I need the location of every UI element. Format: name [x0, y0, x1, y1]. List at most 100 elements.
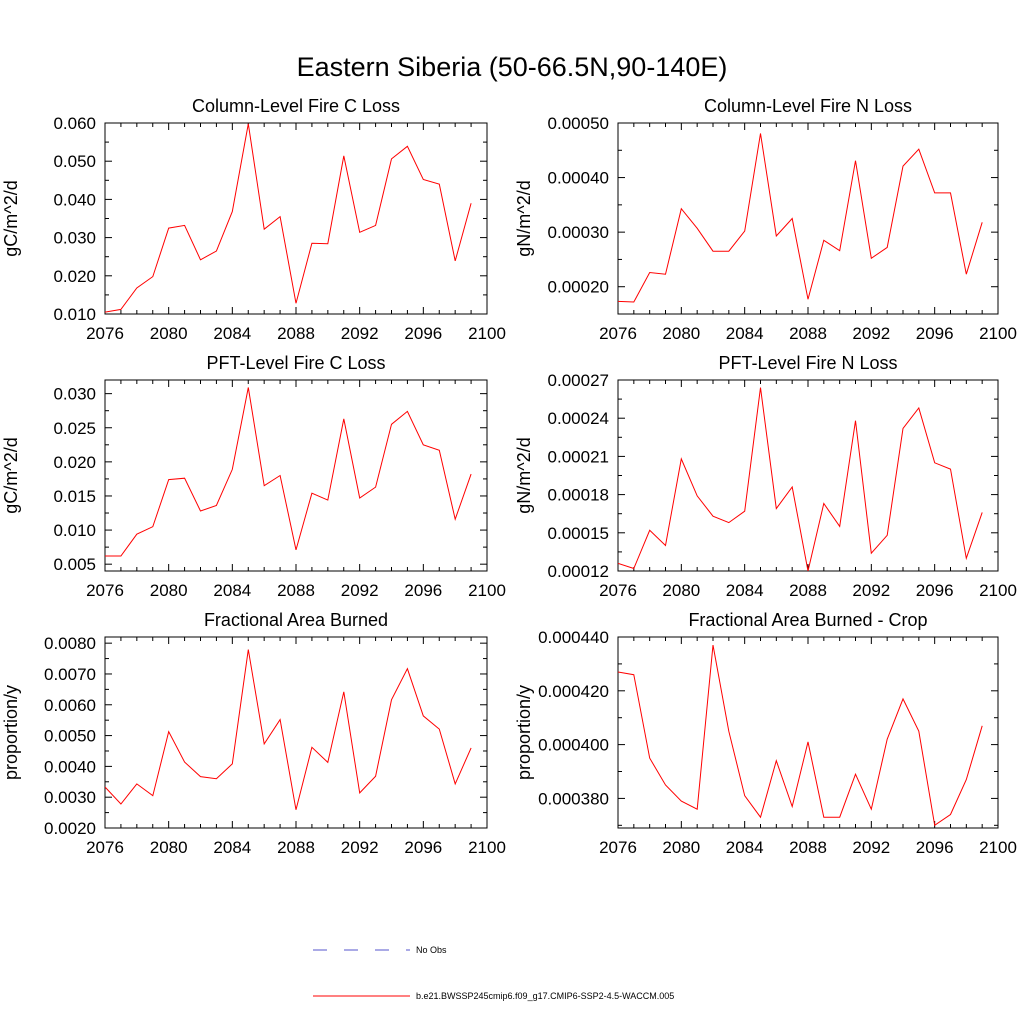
y-tick-label: 0.0050: [44, 727, 96, 746]
legend-item: No Obs: [313, 945, 447, 955]
x-tick-label: 2076: [86, 838, 124, 857]
y-axis-label: gC/m^2/d: [1, 180, 21, 256]
y-tick-label: 0.000400: [538, 736, 609, 755]
y-tick-label: 0.0060: [44, 696, 96, 715]
series-line: [105, 387, 472, 557]
y-tick-label: 0.0070: [44, 665, 96, 684]
x-tick-label: 2084: [213, 838, 251, 857]
x-tick-label: 2088: [789, 838, 827, 857]
x-tick-label: 2076: [599, 838, 637, 857]
y-tick-label: 0.00050: [548, 114, 609, 133]
y-axis-label: gC/m^2/d: [1, 437, 21, 513]
x-tick-label: 2084: [726, 581, 764, 600]
legend-item: b.e21.BWSSP245cmip6.f09_g17.CMIP6-SSP2-4…: [313, 991, 674, 1001]
x-tick-label: 2080: [150, 324, 188, 343]
x-tick-label: 2092: [852, 324, 890, 343]
x-tick-label: 2100: [468, 324, 506, 343]
legend: No Obs b.e21.BWSSP245cmip6.f09_g17.CMIP6-…: [313, 945, 674, 1001]
plot-frame: [617, 636, 999, 829]
chart-panel-1: Column-Level Fire C Loss gC/m^2/d 2076 2080…: [1, 96, 506, 343]
y-tick-label: 0.000420: [538, 682, 609, 701]
y-tick-label: 0.000440: [538, 628, 609, 647]
x-tick-label: 2100: [979, 324, 1017, 343]
y-tick-label: 0.00021: [548, 447, 609, 466]
y-axis-label: proportion/y: [514, 685, 534, 780]
y-tick-label: 0.010: [53, 305, 96, 324]
y-axis-label: gN/m^2/d: [514, 180, 534, 256]
series-line: [618, 387, 983, 571]
legend-label: b.e21.BWSSP245cmip6.f09_g17.CMIP6-SSP2-4…: [416, 991, 674, 1001]
panel-title: Fractional Area Burned - Crop: [688, 610, 927, 630]
plot-frame: [104, 122, 488, 315]
x-tick-label: 2080: [662, 838, 700, 857]
x-tick-label: 2096: [916, 581, 954, 600]
y-tick-label: 0.000380: [538, 789, 609, 808]
plot-frame: [104, 379, 488, 572]
x-tick-label: 2096: [404, 838, 442, 857]
y-tick-label: 0.00020: [548, 278, 609, 297]
chart-panel-4: PFT-Level Fire N Loss gN/m^2/d 2076 2080 208…: [514, 353, 1017, 600]
x-tick-label: 2080: [662, 581, 700, 600]
y-tick-label: 0.010: [53, 521, 96, 540]
x-tick-label: 2096: [404, 324, 442, 343]
y-tick-label: 0.0030: [44, 788, 96, 807]
y-tick-label: 0.00040: [548, 169, 609, 188]
x-tick-label: 2076: [86, 581, 124, 600]
x-tick-label: 2100: [979, 838, 1017, 857]
y-tick-label: 0.00024: [548, 409, 609, 428]
y-tick-label: 0.00027: [548, 371, 609, 390]
x-tick-label: 2096: [916, 838, 954, 857]
series-line: [618, 645, 983, 827]
y-tick-label: 0.020: [53, 267, 96, 286]
y-tick-label: 0.050: [53, 152, 96, 171]
x-tick-label: 2084: [726, 324, 764, 343]
x-tick-label: 2100: [468, 581, 506, 600]
y-tick-label: 0.030: [53, 385, 96, 404]
chart-panel-2: Column-Level Fire N Loss gN/m^2/d 2076 2080…: [514, 96, 1017, 343]
x-tick-label: 2092: [341, 581, 379, 600]
x-tick-label: 2080: [150, 838, 188, 857]
x-tick-label: 2088: [789, 581, 827, 600]
x-tick-label: 2084: [213, 324, 251, 343]
y-axis-label: gN/m^2/d: [514, 437, 534, 513]
chart-panel-3: PFT-Level Fire C Loss gC/m^2/d 2076 2080 208…: [1, 353, 506, 600]
x-tick-label: 2084: [726, 838, 764, 857]
panel-title: PFT-Level Fire N Loss: [718, 353, 897, 373]
panel-title: Fractional Area Burned: [204, 610, 388, 630]
y-tick-label: 0.025: [53, 419, 96, 438]
x-tick-label: 2096: [404, 581, 442, 600]
y-tick-label: 0.0040: [44, 757, 96, 776]
x-tick-label: 2092: [341, 838, 379, 857]
y-tick-label: 0.020: [53, 453, 96, 472]
panel-title: Column-Level Fire C Loss: [192, 96, 400, 116]
x-tick-label: 2088: [277, 581, 315, 600]
x-tick-label: 2084: [213, 581, 251, 600]
series-line: [105, 649, 472, 810]
y-tick-label: 0.00012: [548, 562, 609, 581]
plot-frame: [617, 379, 999, 572]
y-tick-label: 0.015: [53, 487, 96, 506]
plot-frame: [617, 122, 999, 315]
y-tick-label: 0.060: [53, 114, 96, 133]
x-tick-label: 2096: [916, 324, 954, 343]
y-tick-label: 0.00015: [548, 524, 609, 543]
y-tick-label: 0.0080: [44, 634, 96, 653]
chart-panels: Column-Level Fire C Loss gC/m^2/d 2076 2080…: [1, 96, 1017, 857]
y-tick-label: 0.00030: [548, 223, 609, 242]
x-tick-label: 2076: [86, 324, 124, 343]
x-tick-label: 2080: [662, 324, 700, 343]
y-tick-label: 0.005: [53, 555, 96, 574]
y-tick-label: 0.030: [53, 229, 96, 248]
chart-panel-5: Fractional Area Burned proportion/y 2076 20…: [1, 610, 506, 857]
x-tick-label: 2100: [979, 581, 1017, 600]
x-tick-label: 2080: [150, 581, 188, 600]
x-tick-label: 2092: [852, 581, 890, 600]
x-tick-label: 2088: [277, 838, 315, 857]
figure-title: Eastern Siberia (50-66.5N,90-140E): [297, 52, 728, 82]
x-tick-label: 2076: [599, 581, 637, 600]
x-tick-label: 2088: [789, 324, 827, 343]
series-line: [618, 133, 983, 303]
panel-title: PFT-Level Fire C Loss: [206, 353, 385, 373]
legend-label: No Obs: [416, 945, 447, 955]
